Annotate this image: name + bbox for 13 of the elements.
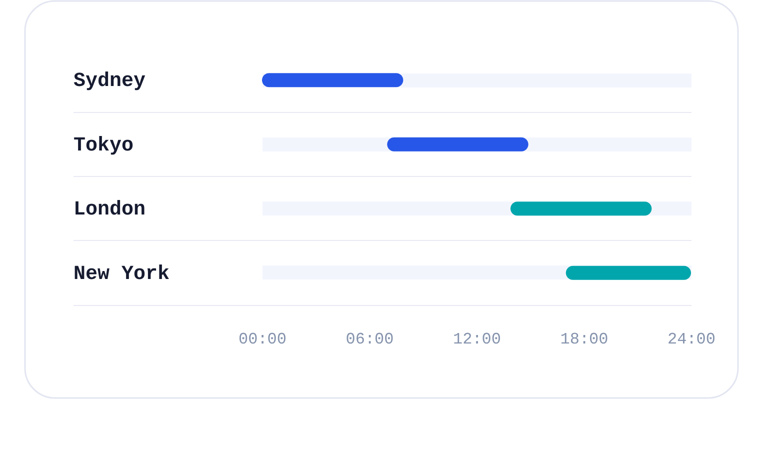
x-tick-label: 24:00 — [667, 330, 716, 348]
bar — [510, 202, 652, 216]
bar — [262, 73, 404, 88]
x-tick-label: 12:00 — [452, 330, 502, 348]
y-tick-label: New York — [74, 262, 170, 286]
x-tick-label: 18:00 — [560, 330, 608, 348]
y-tick-label: London — [74, 198, 146, 222]
y-tick-label: Tokyo — [74, 134, 134, 158]
y-tick-label: Sydney — [74, 70, 146, 94]
bar — [387, 137, 528, 152]
x-tick-label: 06:00 — [346, 330, 394, 348]
bar — [566, 266, 691, 280]
x-tick-label: 00:00 — [238, 330, 287, 348]
